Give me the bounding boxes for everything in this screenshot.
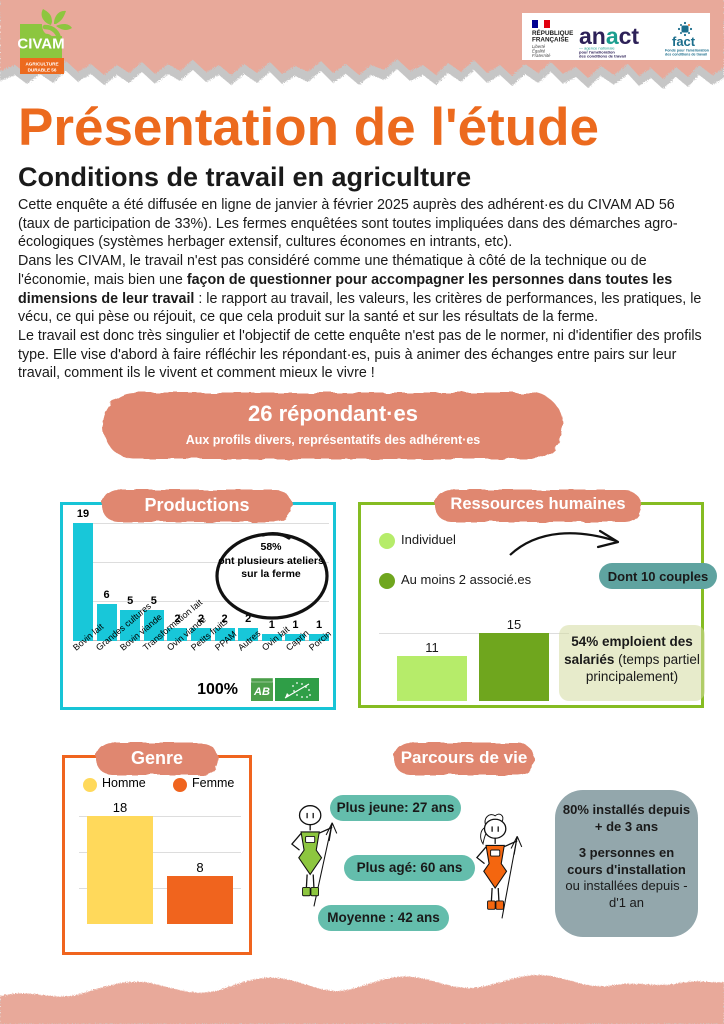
svg-text:AB: AB (253, 686, 270, 698)
svg-text:Fraternité: Fraternité (532, 53, 551, 58)
svg-text:CIVAM: CIVAM (18, 36, 65, 53)
svg-text:des conditions de travail: des conditions de travail (665, 53, 707, 57)
svg-text:DURABLE 56: DURABLE 56 (28, 68, 57, 73)
svg-text:AGRICULTURE: AGRICULTURE (25, 62, 58, 67)
svg-text:FRANÇAISE: FRANÇAISE (532, 37, 569, 44)
svg-text:fact: fact (672, 34, 696, 49)
svg-text:des conditions de travail: des conditions de travail (579, 54, 626, 59)
